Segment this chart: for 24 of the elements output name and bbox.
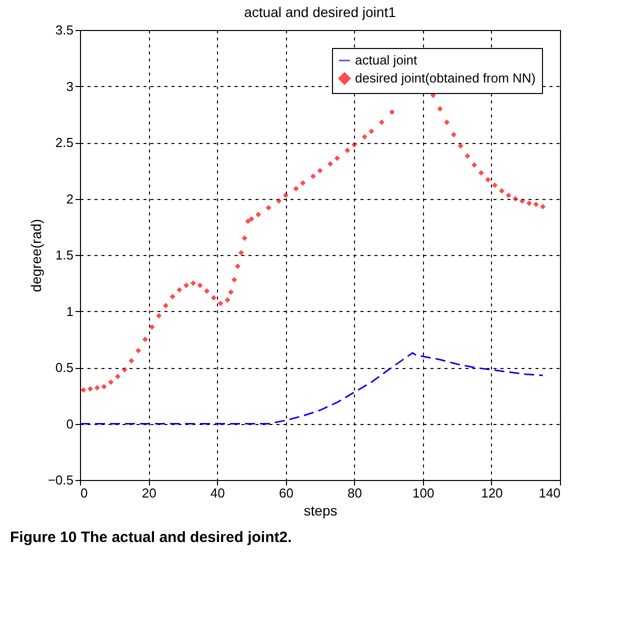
y-tick-label: 1.5	[55, 248, 74, 262]
x-axis-title: steps	[304, 502, 338, 518]
x-tick-label: 120	[481, 486, 503, 500]
x-tick-label: 60	[278, 486, 294, 500]
legend-label: desired joint(obtained from NN)	[355, 70, 536, 86]
x-tick-label: 100	[412, 486, 434, 500]
x-tick-label: 20	[142, 486, 156, 500]
y-tick-label: 0.5	[55, 360, 74, 375]
y-tick-label: 2.5	[55, 135, 74, 150]
x-tick-label: 40	[210, 486, 225, 500]
x-tick-label: 140	[538, 486, 560, 500]
x-tick-label: 0	[80, 486, 88, 500]
caption: Figure 10 The actual and desired joint2.	[10, 529, 292, 546]
y-tick-label: 2	[66, 191, 74, 206]
chart-title: actual and desired joint1	[244, 4, 396, 20]
y-tick-label: 0	[66, 416, 74, 432]
line-series	[80, 352, 544, 424]
legend-label: actual joint	[355, 52, 418, 68]
y-tick-label: 1	[66, 304, 74, 319]
x-tick-label: 80	[348, 486, 362, 500]
y-axis-title: degree(rad)	[28, 218, 44, 292]
y-tick-label: 3	[66, 78, 74, 94]
y-tick-label: 3.5	[55, 22, 74, 38]
y-tick-label: −0.5	[48, 472, 74, 488]
